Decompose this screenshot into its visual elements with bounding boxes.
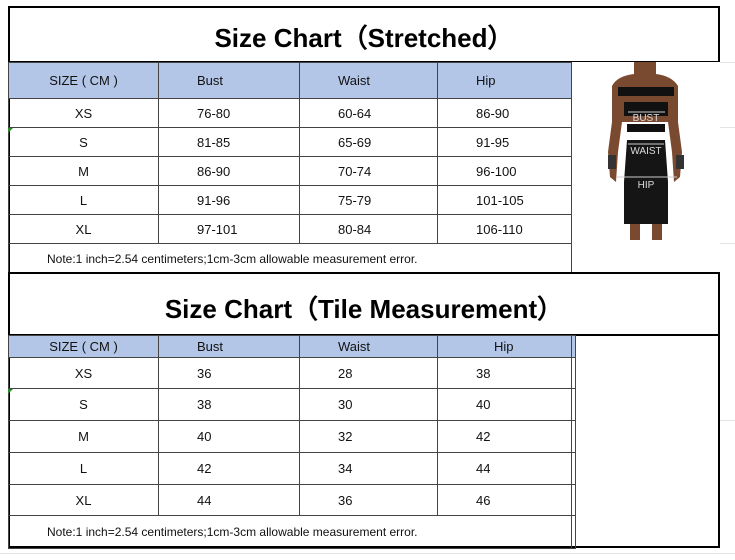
divider (571, 62, 572, 273)
cell: 75-79 (299, 185, 438, 215)
header-size: SIZE ( CM ) (8, 62, 159, 99)
stretched-title: Size Chart（Stretched） (214, 23, 514, 53)
table-row: L 91-96 75-79 101-105 (8, 185, 576, 215)
cell: 91-95 (437, 127, 576, 157)
cell: 70-74 (299, 156, 438, 186)
cell-marker (8, 389, 13, 394)
cell: S (8, 127, 159, 157)
tile-table: SIZE ( CM ) Bust Waist Hip XS 36 28 38 S 38 3… (8, 335, 576, 549)
cell: 101-105 (437, 185, 576, 215)
table-row: XL 97-101 80-84 106-110 (8, 214, 576, 244)
tile-title: Size Chart（Tile Measurement） (164, 294, 564, 324)
note-text: Note:1 inch=2.54 centimeters;1cm-3cm all… (8, 243, 576, 274)
header-size: SIZE ( CM ) (8, 335, 159, 358)
dress-measurement-image: BUST WAIST HIP (572, 62, 720, 273)
cell: S (8, 388, 159, 421)
waist-label: WAIST (630, 146, 661, 157)
header-bust: Bust (158, 335, 300, 358)
cell: 91-96 (158, 185, 300, 215)
table-row: XL 44 36 46 (8, 484, 576, 516)
cell: XS (8, 357, 159, 389)
table-row: XS 76-80 60-64 86-90 (8, 98, 576, 128)
table-row: M 86-90 70-74 96-100 (8, 156, 576, 186)
cell: L (8, 452, 159, 485)
header-hip: Hip (437, 62, 576, 99)
table-row: M 40 32 42 (8, 420, 576, 453)
header-row: SIZE ( CM ) Bust Waist Hip (8, 335, 576, 358)
divider (571, 335, 572, 548)
bust-label: BUST (633, 113, 660, 124)
cell: 96-100 (437, 156, 576, 186)
cell: 44 (158, 484, 300, 516)
cell: 40 (437, 388, 576, 421)
cell: 40 (158, 420, 300, 453)
cell: M (8, 420, 159, 453)
divider (8, 272, 720, 274)
cell: XL (8, 214, 159, 244)
note-row: Note:1 inch=2.54 centimeters;1cm-3cm all… (8, 243, 576, 274)
cell: 36 (158, 357, 300, 389)
header-row: SIZE ( CM ) Bust Waist Hip (8, 62, 576, 99)
cell: 65-69 (299, 127, 438, 157)
cell: 86-90 (158, 156, 300, 186)
note-text: Note:1 inch=2.54 centimeters;1cm-3cm all… (8, 515, 576, 549)
cell: L (8, 185, 159, 215)
header-hip: Hip (437, 335, 576, 358)
cell: 36 (299, 484, 438, 516)
cell: 38 (437, 357, 576, 389)
header-waist: Waist (299, 335, 438, 358)
stretched-table: SIZE ( CM ) Bust Waist Hip XS 76-80 60-64 8… (8, 62, 576, 274)
note-row: Note:1 inch=2.54 centimeters;1cm-3cm all… (8, 515, 576, 549)
cell: 76-80 (158, 98, 300, 128)
cell-marker (8, 128, 13, 133)
table-row: S 38 30 40 (8, 388, 576, 421)
cell: 34 (299, 452, 438, 485)
cell: 86-90 (437, 98, 576, 128)
cell: 38 (158, 388, 300, 421)
cell: 32 (299, 420, 438, 453)
cell: 80-84 (299, 214, 438, 244)
cell: 44 (437, 452, 576, 485)
header-waist: Waist (299, 62, 438, 99)
cell: 42 (437, 420, 576, 453)
cell: 46 (437, 484, 576, 516)
cell: 106-110 (437, 214, 576, 244)
cell: 42 (158, 452, 300, 485)
hip-label: HIP (638, 180, 655, 191)
cell: 28 (299, 357, 438, 389)
cell: XL (8, 484, 159, 516)
header-bust: Bust (158, 62, 300, 99)
table-row: L 42 34 44 (8, 452, 576, 485)
table-row: XS 36 28 38 (8, 357, 576, 389)
cell: M (8, 156, 159, 186)
cell: 60-64 (299, 98, 438, 128)
cell: 30 (299, 388, 438, 421)
cell: 97-101 (158, 214, 300, 244)
table-row: S 81-85 65-69 91-95 (8, 127, 576, 157)
cell: XS (8, 98, 159, 128)
cell: 81-85 (158, 127, 300, 157)
